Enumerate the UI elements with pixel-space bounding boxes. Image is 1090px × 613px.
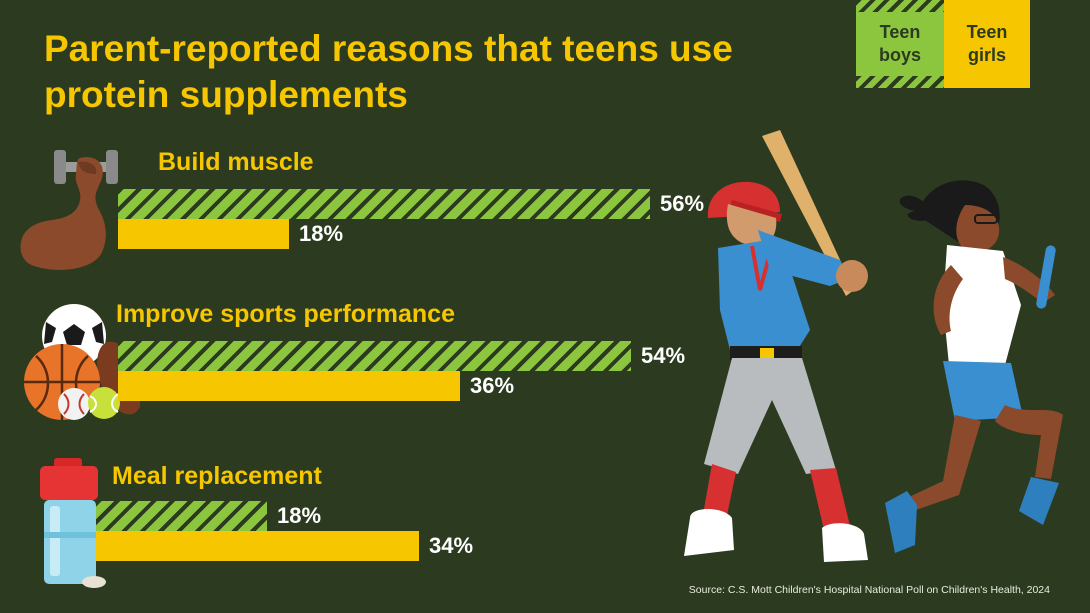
bar-meal-replacement-teen-girls [96,531,419,561]
bar-sports-performance-teen-girls [118,371,460,401]
chart-title: Parent-reported reasons that teens use p… [44,28,733,115]
legend-boys-label: Teen boys [878,22,921,65]
flexed-arm-dumbbell-icon [20,150,118,270]
bar-meal-replacement-teen-boys [96,501,267,531]
value-label-meal-replacement-teen-girls: 34% [429,533,474,558]
runner-illustration [885,180,1063,553]
category-label-sports-performance: Improve sports performance [116,300,455,328]
legend: Teen boys Teen girls [856,0,1030,88]
bar-build-muscle-teen-girls [118,219,289,249]
category-label-meal-replacement: Meal replacement [112,462,322,490]
bar-sports-performance-teen-boys [118,341,631,371]
value-label-meal-replacement-teen-boys: 18% [277,503,322,528]
value-label-build-muscle-teen-girls: 18% [299,221,344,246]
category-label-build-muscle: Build muscle [158,148,314,176]
legend-girls-label: Teen girls [966,22,1008,65]
value-label-sports-performance-teen-boys: 54% [641,343,686,368]
bar-build-muscle-teen-boys [118,189,650,219]
legend-teen-girls: Teen girls [944,0,1030,88]
shaker-bottle-icon [40,458,106,588]
legend-teen-boys: Teen boys [856,0,944,88]
source-note: Source: C.S. Mott Children's Hospital Na… [688,584,1050,596]
baseball-player-illustration [684,130,868,562]
value-label-build-muscle-teen-boys: 56% [660,191,705,216]
value-label-sports-performance-teen-girls: 36% [470,373,515,398]
